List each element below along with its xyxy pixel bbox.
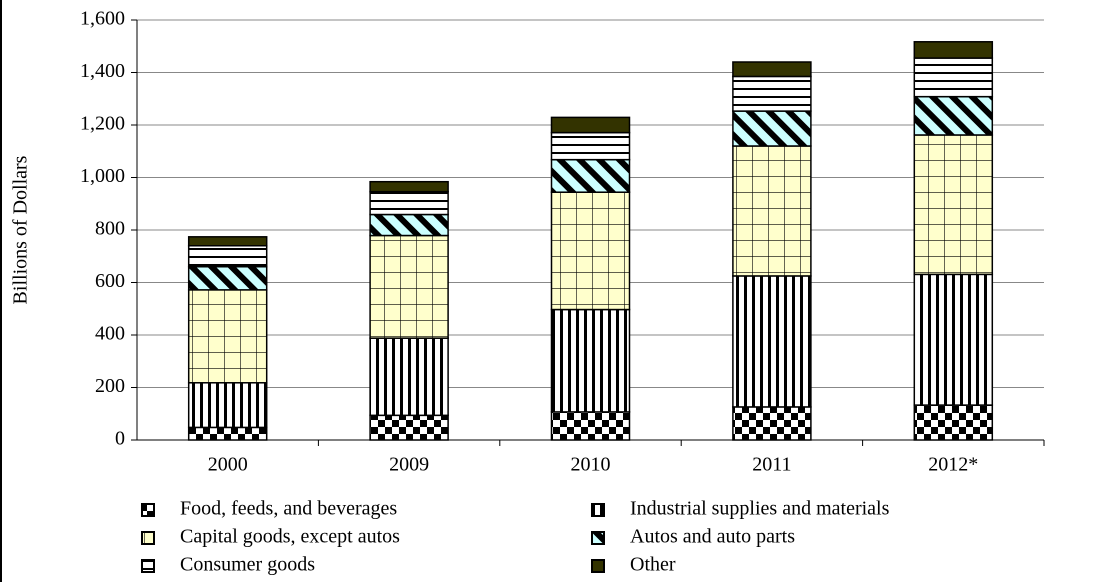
bar-pattern [732,110,812,147]
bar-pattern [550,131,631,161]
bar-pattern [732,75,812,112]
x-tick-label: 2000 [208,454,248,476]
legend-swatch [141,503,155,517]
bar-pattern [913,95,994,136]
legend-label: Food, feeds, and beverages [180,498,397,520]
bar-pattern [369,190,449,216]
bar-pattern [550,158,631,193]
bar-pattern [187,426,268,441]
bar-pattern [732,275,812,408]
y-tick-label: 800 [95,218,125,240]
bar-pattern [550,308,631,413]
y-tick-label: 0 [115,428,125,450]
bar-pattern [369,337,449,417]
bar-pattern [187,236,268,247]
y-tick-label: 200 [95,375,125,397]
legend-label: Autos and auto parts [630,526,795,548]
bar-pattern [369,180,449,193]
bar-pattern [913,57,994,98]
x-tick-label: 2010 [571,454,611,476]
bar-pattern [369,213,449,237]
bar-pattern [732,145,812,277]
legend-label: Other [630,554,676,576]
bar-pattern [550,116,631,134]
bar-pattern [913,404,994,441]
bar-pattern [187,245,268,268]
y-tick-label: 1,000 [80,165,125,187]
y-tick-label: 1,600 [80,8,125,30]
bar-pattern [369,234,449,339]
legend-swatch [141,531,155,545]
y-tick-label: 1,200 [80,113,125,135]
bar-pattern [913,273,994,406]
legend-swatch [591,503,605,517]
legend-label: Consumer goods [180,554,315,576]
bar-pattern [550,411,631,441]
bar-pattern [550,191,631,311]
bar-pattern [187,382,268,429]
x-tick-label: 2012* [928,454,978,476]
legend-swatch [591,559,605,573]
y-tick-label: 400 [95,323,125,345]
legend-swatch [141,559,155,573]
y-tick-label: 600 [95,270,125,292]
legend-label: Capital goods, except autos [180,526,400,548]
x-tick-label: 2011 [752,454,791,476]
bar-pattern [369,414,449,441]
legend-label: Industrial supplies and materials [630,498,890,520]
bar-pattern [913,41,994,59]
bar-pattern [187,266,268,291]
bar-pattern [913,134,994,276]
bar-pattern [187,289,268,384]
x-tick-label: 2009 [389,454,429,476]
legend-swatch [591,531,605,545]
y-tick-label: 1,400 [80,60,125,82]
bar-pattern [732,61,812,78]
y-axis-label: Billions of Dollars [10,155,32,304]
bar-pattern [732,406,812,441]
